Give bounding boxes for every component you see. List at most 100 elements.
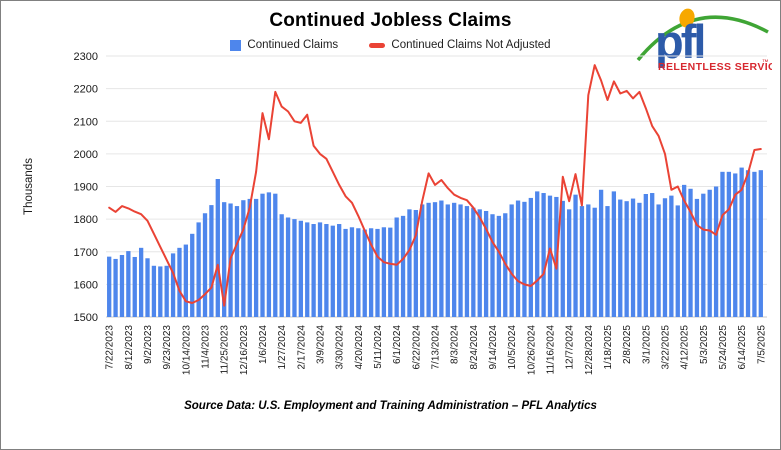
bar xyxy=(202,213,208,317)
bar xyxy=(669,195,674,317)
bar xyxy=(701,193,706,317)
bar xyxy=(662,198,668,317)
legend-label-not-adjusted: Continued Claims Not Adjusted xyxy=(391,39,551,51)
y-axis-title: Thousands xyxy=(23,158,35,215)
logo-tm: ™ xyxy=(762,59,769,66)
bar xyxy=(579,206,585,317)
x-tick-label: 8/24/2024 xyxy=(469,325,480,370)
bar xyxy=(119,255,125,317)
bar xyxy=(158,266,163,317)
logo-wordmark: pfl xyxy=(655,15,703,68)
bar xyxy=(343,228,348,317)
bar xyxy=(630,198,636,317)
x-tick-label: 4/20/2024 xyxy=(354,325,365,370)
bar xyxy=(483,210,489,317)
x-tick-label: 1/18/2025 xyxy=(603,325,614,370)
bar xyxy=(190,233,195,317)
bar xyxy=(675,205,680,317)
bar xyxy=(279,214,284,317)
x-tick-label: 3/30/2024 xyxy=(335,325,346,370)
bar xyxy=(650,193,655,317)
x-tick-label: 3/22/2025 xyxy=(660,325,671,370)
legend-line-marker-icon xyxy=(369,42,386,48)
x-tick-label: 12/16/2023 xyxy=(239,325,250,375)
x-tick-label: 6/14/2025 xyxy=(737,325,748,370)
bar xyxy=(177,247,182,317)
bar xyxy=(496,215,502,317)
x-tick-label: 7/5/2025 xyxy=(756,325,767,364)
bar xyxy=(292,219,297,318)
bar xyxy=(541,193,546,317)
bar xyxy=(375,228,380,317)
bar xyxy=(337,224,342,317)
bar xyxy=(305,222,310,317)
bar xyxy=(107,256,112,317)
bar xyxy=(739,167,744,317)
x-tick-label: 11/4/2023 xyxy=(201,325,212,369)
bar xyxy=(452,202,457,317)
bar xyxy=(247,198,252,317)
x-tick-label: 7/22/2023 xyxy=(105,325,116,370)
bar xyxy=(682,184,687,317)
line-series xyxy=(108,64,762,307)
bar xyxy=(349,227,355,317)
bar xyxy=(547,195,553,317)
pfl-logo: pfl RELENTLESS SERVICE ™ xyxy=(636,8,772,73)
bar xyxy=(234,206,240,317)
bar xyxy=(400,215,406,317)
bar xyxy=(464,206,470,317)
x-tick-label: 12/28/2024 xyxy=(584,325,595,375)
bar xyxy=(170,253,176,317)
bar xyxy=(126,251,131,317)
bar xyxy=(394,217,399,317)
bar xyxy=(471,207,476,317)
bar xyxy=(445,204,450,317)
y-tick-label: 1800 xyxy=(74,214,98,226)
bar xyxy=(535,191,540,317)
bar xyxy=(151,265,157,317)
bar xyxy=(439,200,444,317)
bar xyxy=(298,220,303,317)
bar xyxy=(586,204,591,317)
y-tick-label: 1700 xyxy=(74,247,98,259)
bar xyxy=(164,265,169,317)
x-tick-label: 1/27/2024 xyxy=(277,325,288,370)
logo-dot-icon xyxy=(679,8,695,28)
bar xyxy=(209,205,214,317)
bar xyxy=(745,170,751,317)
bar xyxy=(490,214,495,317)
x-tick-label: 11/25/2023 xyxy=(220,325,231,375)
bar xyxy=(694,198,700,317)
bar xyxy=(688,188,693,317)
x-tick-label: 1/6/2024 xyxy=(258,325,269,364)
y-tick-label: 2200 xyxy=(74,84,98,96)
bar xyxy=(713,186,719,317)
bar xyxy=(605,206,610,317)
bar xyxy=(222,202,227,317)
y-tick-label: 2100 xyxy=(74,116,98,128)
x-tick-label: 3/1/2025 xyxy=(641,325,652,364)
bar xyxy=(592,207,597,317)
x-tick-label: 5/3/2025 xyxy=(699,325,710,364)
x-tick-label: 6/22/2024 xyxy=(411,325,422,370)
bar xyxy=(477,209,482,317)
x-tick-label: 6/1/2024 xyxy=(392,325,403,364)
bar xyxy=(241,200,246,317)
bar xyxy=(253,198,259,317)
y-tick-label: 1900 xyxy=(74,182,98,194)
bar xyxy=(733,173,738,317)
bar xyxy=(273,193,278,317)
bar xyxy=(145,258,150,317)
bar xyxy=(132,256,137,317)
bar xyxy=(362,229,367,317)
bar xyxy=(528,197,533,317)
bar xyxy=(330,225,335,317)
x-tick-label: 9/23/2023 xyxy=(162,325,173,370)
bar xyxy=(196,222,201,317)
x-tick-label: 7/13/2024 xyxy=(431,325,442,370)
y-tick-label: 1600 xyxy=(74,279,98,291)
x-tick-label: 2/17/2024 xyxy=(296,325,307,370)
bar xyxy=(560,200,565,317)
x-tick-label: 9/2/2023 xyxy=(143,325,154,364)
